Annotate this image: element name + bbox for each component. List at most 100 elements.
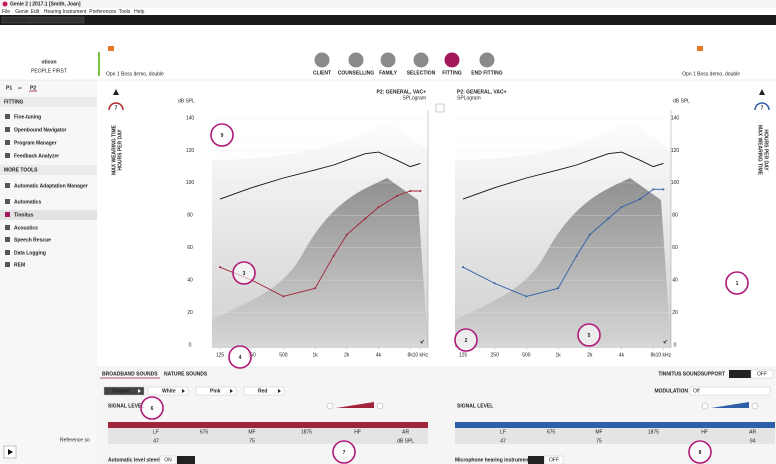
sound-button[interactable]: [103, 386, 145, 396]
x-tick-label: 500: [279, 352, 288, 358]
sound-button-label[interactable]: White: [162, 388, 176, 394]
program-tab[interactable]: P2: [30, 85, 36, 91]
menu-item[interactable]: File: [2, 9, 10, 15]
device-label: Opn 1 Boss demo, double: [106, 71, 164, 77]
menu-item[interactable]: Help: [134, 9, 145, 15]
nav-label[interactable]: COUNSELLING: [338, 70, 375, 76]
sidebar-item[interactable]: REM: [14, 262, 25, 268]
play-icon: [8, 449, 13, 455]
program-tab[interactable]: P1: [6, 85, 12, 91]
on-label[interactable]: ON: [532, 457, 540, 463]
callout-number: 6: [151, 406, 154, 412]
callout: [577, 323, 601, 347]
sidebar-item[interactable]: Feedback Analyzer: [14, 153, 59, 159]
y-tick-label: 80: [187, 213, 193, 219]
sound-button-label[interactable]: Red: [258, 388, 267, 394]
minus-button[interactable]: [326, 402, 334, 410]
band-row: [455, 428, 775, 444]
tab[interactable]: NATURE SOUNDS: [164, 371, 208, 377]
disconnect-button[interactable]: Disconnect: [5, 17, 30, 23]
band-bar[interactable]: [108, 422, 428, 428]
on-label[interactable]: ON: [736, 371, 744, 377]
on-button[interactable]: [528, 456, 544, 464]
off-label[interactable]: OFF: [549, 457, 559, 463]
sound-button-label[interactable]: Shaped: [112, 388, 130, 394]
band-label: LF: [153, 429, 159, 435]
modulation-value[interactable]: Off: [693, 388, 700, 394]
nav-icon[interactable]: [314, 52, 330, 68]
device-label: Opn 1 Boss demo, double: [682, 71, 740, 77]
sound-button[interactable]: [243, 386, 285, 396]
band-row: [108, 428, 428, 444]
callout: [228, 345, 252, 369]
y-tick-label: 140: [671, 115, 680, 121]
nav-label[interactable]: CLIENT: [313, 70, 331, 76]
curve-point: [588, 233, 591, 236]
sidebar-item[interactable]: Openbound Navigator: [14, 127, 67, 133]
on-label[interactable]: ON: [164, 457, 172, 463]
expand-icon[interactable]: [420, 339, 425, 344]
item-icon: [5, 225, 10, 230]
y-tick-label: 120: [186, 148, 195, 154]
menu-item[interactable]: Edit: [31, 9, 40, 15]
x-tick-label: 2k: [344, 352, 350, 358]
curve-point: [396, 194, 399, 197]
sidebar-item[interactable]: Automatics: [14, 199, 41, 205]
sidebar-item[interactable]: Data Logging: [14, 250, 46, 256]
level-slider: [711, 402, 749, 408]
off-button[interactable]: [750, 369, 774, 379]
sound-button-label[interactable]: Pink: [210, 388, 221, 394]
sidebar-item[interactable]: Fine-tuning: [14, 114, 41, 120]
off-button[interactable]: [544, 455, 564, 464]
max-output-curve: [219, 151, 421, 200]
sidebar-item[interactable]: Program Manager: [14, 140, 57, 146]
nav-icon[interactable]: [413, 52, 429, 68]
on-button[interactable]: [729, 370, 751, 378]
band-label: 675: [547, 429, 556, 435]
nav-label[interactable]: FAMILY: [379, 70, 398, 76]
sidebar-item[interactable]: Tinnitus: [14, 212, 34, 218]
band-value: 47: [153, 438, 159, 444]
nav-label[interactable]: SELECTION: [407, 70, 436, 76]
curve-point: [639, 198, 642, 201]
callout-number: 8: [699, 450, 702, 456]
tab[interactable]: BROADBAND SOUNDS: [102, 371, 158, 377]
menu-item[interactable]: Genie: [15, 9, 29, 15]
y-tick-label: 120: [671, 148, 680, 154]
plus-button[interactable]: [751, 402, 759, 410]
on-button[interactable]: [159, 455, 177, 464]
band-label: 1875: [301, 429, 312, 435]
off-label[interactable]: OFF: [181, 457, 191, 463]
gauge-arc: [754, 102, 770, 111]
modulation-select[interactable]: [689, 386, 771, 396]
disconnect-box[interactable]: [1, 16, 85, 24]
sound-button[interactable]: [147, 386, 189, 396]
sidebar-item[interactable]: Automatic Adaptation Manager: [14, 183, 88, 189]
nav-icon[interactable]: [380, 52, 396, 68]
minus-button[interactable]: [701, 402, 709, 410]
nav-icon[interactable]: [348, 52, 364, 68]
band-bar[interactable]: [455, 422, 775, 428]
nav-icon[interactable]: [479, 52, 495, 68]
program-label: P2: GENERAL, VAC+: [377, 89, 427, 95]
callout: [210, 123, 234, 147]
sidebar-item[interactable]: Speech Rescue: [14, 237, 51, 243]
nav-icon[interactable]: [444, 52, 460, 68]
off-button[interactable]: [177, 456, 195, 464]
app-icon: [2, 1, 8, 7]
menu-item[interactable]: Tools: [119, 9, 131, 15]
view-toggle[interactable]: [435, 103, 445, 113]
nav-label[interactable]: FITTING: [442, 70, 462, 76]
plus-button[interactable]: [376, 402, 384, 410]
nav-label[interactable]: END FITTING: [471, 70, 502, 76]
menu-item[interactable]: Preferences: [89, 9, 116, 15]
active-item: [0, 210, 97, 220]
y-tick-label: 80: [672, 213, 678, 219]
off-label[interactable]: OFF: [757, 371, 767, 377]
menu-item[interactable]: Hearing Instrument: [44, 9, 87, 15]
toggle-label: Automatic level steering: [108, 457, 166, 463]
sidebar-item[interactable]: Acoustics: [14, 225, 38, 231]
sound-button[interactable]: [195, 386, 237, 396]
expand-icon[interactable]: [663, 339, 668, 344]
band-label: AR: [402, 429, 409, 435]
